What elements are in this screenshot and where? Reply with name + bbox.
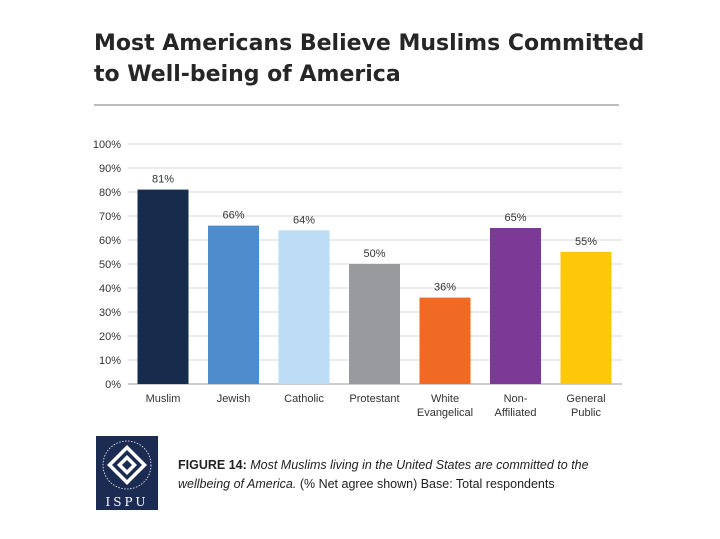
x-category-label: General bbox=[566, 393, 605, 405]
y-tick-label: 90% bbox=[99, 163, 121, 175]
x-category-label: Muslim bbox=[146, 393, 181, 405]
figure-number: FIGURE 14: bbox=[178, 458, 247, 472]
x-category-label: Catholic bbox=[284, 393, 324, 405]
x-category-label: Evangelical bbox=[417, 407, 473, 419]
data-label: 66% bbox=[222, 210, 244, 222]
bar-chart: 0% 10% 20% 30% 40% 50% 60% 70% 80% 90% 100% 81% Musl… bbox=[93, 139, 622, 419]
x-category-label: Jewish bbox=[217, 393, 251, 405]
data-label: 50% bbox=[363, 248, 385, 260]
data-label: 64% bbox=[293, 214, 315, 226]
y-tick-label: 40% bbox=[99, 283, 121, 295]
y-tick-label: 60% bbox=[99, 235, 121, 247]
y-tick-label: 70% bbox=[99, 211, 121, 223]
bar bbox=[208, 225, 259, 384]
figure-caption-note: (% Net agree shown) Base: Total responde… bbox=[299, 477, 555, 491]
data-label: 65% bbox=[504, 212, 526, 224]
y-tick-label: 100% bbox=[93, 139, 121, 151]
y-tick-label: 30% bbox=[99, 307, 121, 319]
y-tick-label: 20% bbox=[99, 331, 121, 343]
x-category-label: White bbox=[431, 393, 459, 405]
figure-caption: FIGURE 14: Most Muslims living in the Un… bbox=[178, 456, 628, 494]
figure-caption-text: Most Muslims living in the United States… bbox=[178, 458, 589, 491]
y-tick-label: 50% bbox=[99, 259, 121, 271]
bar bbox=[349, 264, 400, 384]
title-divider bbox=[94, 104, 619, 106]
chart-title: Most Americans Believe Muslims Committed… bbox=[94, 31, 645, 87]
bar bbox=[137, 189, 189, 384]
bar bbox=[490, 228, 541, 384]
y-tick-label: 80% bbox=[99, 187, 121, 199]
data-label: 55% bbox=[575, 236, 597, 248]
y-tick-label: 10% bbox=[99, 355, 121, 367]
ispu-logo-mark-icon bbox=[102, 440, 152, 490]
y-tick-label: 0% bbox=[105, 379, 121, 391]
x-category-label: Public bbox=[571, 407, 601, 419]
data-label: 81% bbox=[152, 174, 174, 186]
x-category-label: Affiliated bbox=[495, 407, 537, 419]
ispu-logo-text: ISPU bbox=[105, 495, 149, 509]
bar bbox=[419, 297, 471, 384]
bar bbox=[278, 230, 330, 384]
x-category-label: Non- bbox=[504, 393, 528, 405]
bar bbox=[560, 252, 612, 384]
x-category-label: Protestant bbox=[349, 393, 399, 405]
ispu-logo: ISPU bbox=[96, 436, 158, 510]
data-label: 36% bbox=[434, 282, 456, 294]
